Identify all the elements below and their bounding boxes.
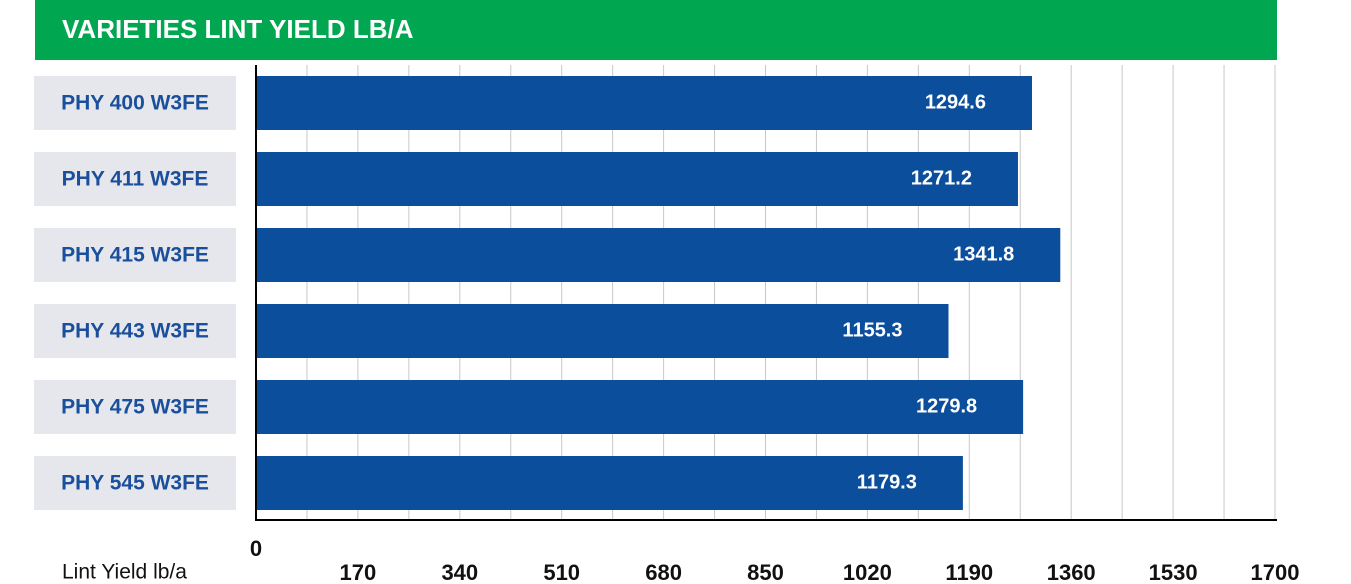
y-tick-label: PHY 475 W3FE — [61, 396, 209, 419]
x-tick-label: 680 — [645, 560, 682, 584]
y-tick-label: PHY 411 W3FE — [62, 168, 209, 191]
value-label: 1271.2 — [911, 167, 972, 189]
x-tick-label: 170 — [340, 560, 377, 584]
x-tick-label: 1020 — [843, 560, 892, 584]
x-tick-label: 1700 — [1251, 560, 1300, 584]
x-tick-label: 340 — [441, 560, 478, 584]
x-tick-label: 510 — [543, 560, 580, 584]
category-box — [34, 228, 236, 282]
x-tick-label: 0 — [250, 536, 262, 561]
chart-title: VARIETIES LINT YIELD LB/A — [62, 14, 414, 44]
value-label: 1279.8 — [916, 395, 977, 417]
bar — [256, 304, 949, 358]
x-tick-label: 850 — [747, 560, 784, 584]
category-box — [34, 76, 236, 130]
bar — [256, 228, 1061, 282]
x-tick-label: 1530 — [1149, 560, 1198, 584]
y-tick-label: PHY 545 W3FE — [61, 472, 209, 495]
y-tick-label: PHY 443 W3FE — [61, 320, 209, 343]
category-box — [34, 152, 236, 206]
value-label: 1155.3 — [842, 319, 902, 341]
category-box — [34, 456, 236, 510]
x-tick-label: 1360 — [1047, 560, 1096, 584]
bar — [256, 380, 1024, 434]
x-axis-label: Lint Yield lb/a — [62, 561, 187, 584]
bar — [256, 152, 1018, 206]
category-box — [34, 380, 236, 434]
y-tick-label: PHY 400 W3FE — [61, 92, 209, 115]
bar — [256, 76, 1032, 130]
title-bar — [35, 0, 1277, 60]
value-label: 1294.6 — [925, 91, 986, 113]
x-tick-label: 1190 — [945, 560, 993, 584]
bar — [256, 456, 963, 510]
value-label: 1179.3 — [857, 471, 917, 493]
y-tick-label: PHY 415 W3FE — [61, 244, 209, 267]
value-label: 1341.8 — [953, 243, 1014, 265]
category-box — [34, 304, 236, 358]
